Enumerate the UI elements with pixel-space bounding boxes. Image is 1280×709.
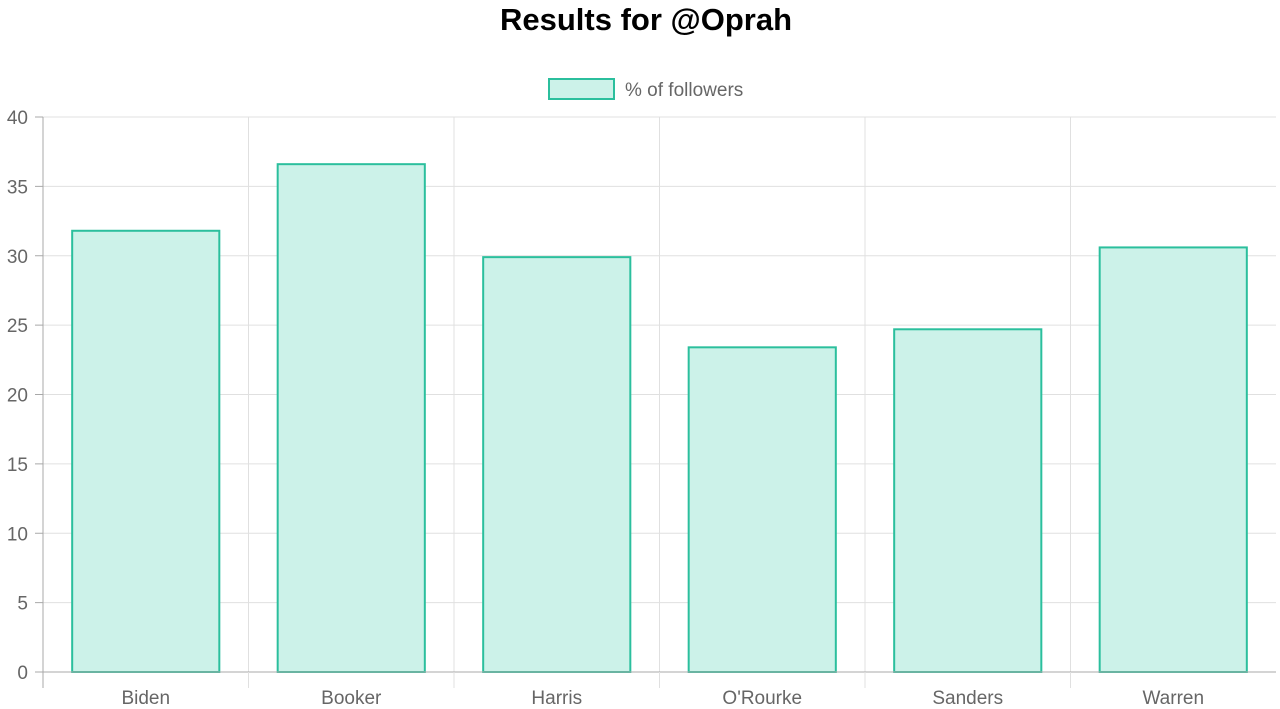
y-tick-label: 10 — [7, 524, 28, 545]
y-tick-label: 15 — [7, 455, 28, 476]
y-tick-label: 0 — [17, 663, 28, 684]
grid-lines — [43, 116, 1276, 672]
legend-swatch — [548, 78, 615, 100]
y-tick-label: 25 — [7, 316, 28, 337]
bar-booker[interactable] — [276, 163, 426, 674]
bar-harris[interactable] — [482, 256, 632, 673]
x-tick-label: Harris — [531, 688, 582, 709]
y-axis-ticks: 0 5 10 15 20 25 30 35 40 — [7, 108, 43, 684]
y-tick-label: 35 — [7, 177, 28, 198]
y-tick-label: 5 — [17, 594, 28, 615]
bar-o-rourke[interactable] — [687, 346, 837, 673]
bar-biden[interactable] — [71, 229, 221, 673]
chart-title: Results for @Oprah — [500, 2, 792, 37]
bars — [71, 163, 1248, 674]
x-tick-label: O'Rourke — [722, 688, 802, 709]
bar-sanders[interactable] — [893, 328, 1043, 673]
legend-label: % of followers — [625, 80, 743, 101]
y-tick-label: 30 — [7, 247, 28, 268]
x-tick-label: Sanders — [932, 688, 1003, 709]
y-tick-label: 40 — [7, 108, 28, 129]
x-axis-ticks: Biden Booker Harris O'Rourke Sanders Warren — [121, 672, 1204, 709]
x-tick-label: Booker — [321, 688, 382, 709]
chart-legend[interactable]: % of followers — [548, 78, 743, 101]
x-tick-label: Warren — [1142, 688, 1204, 709]
y-tick-label: 20 — [7, 386, 28, 407]
bar-warren[interactable] — [1098, 246, 1248, 674]
x-tick-label: Biden — [121, 688, 170, 709]
